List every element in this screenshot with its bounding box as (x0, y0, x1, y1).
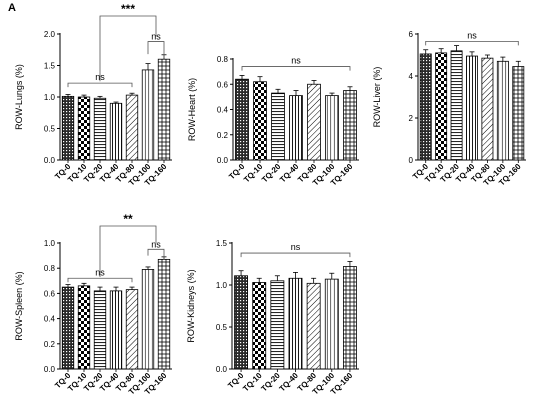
bar (77, 285, 91, 370)
y-tick-label: 0.2 (44, 340, 56, 349)
bar (125, 94, 139, 161)
y-tick-label: 1.0 (216, 281, 228, 290)
bar (234, 275, 249, 370)
bar (342, 266, 357, 370)
bar (343, 90, 357, 161)
significance-label: ** (123, 212, 133, 226)
panel-label: A (8, 2, 16, 14)
y-tick-label: 0 (409, 156, 414, 165)
y-tick-label: 0.4 (44, 315, 56, 324)
chart-4: ROW-Spleen (%)0.00.20.40.60.81.0TQ-0TQ-1… (14, 212, 172, 397)
bar (419, 53, 432, 161)
significance-label: ns (467, 30, 477, 40)
y-tick-label: 0.8 (44, 264, 56, 273)
bar (93, 290, 107, 370)
significance-label: ns (151, 239, 161, 249)
significance-bracket (67, 277, 133, 283)
bar (271, 92, 285, 161)
x-tick-label: TQ-40 (278, 162, 301, 185)
bar (481, 57, 494, 161)
bar (125, 289, 139, 370)
bar (288, 277, 303, 370)
significance-label: ns (291, 242, 301, 252)
bar (109, 102, 123, 161)
bar (252, 282, 267, 370)
y-tick-label: 6 (409, 30, 414, 39)
bar (512, 66, 525, 161)
bar (157, 258, 171, 370)
bar (61, 95, 75, 161)
x-tick-label: TQ-40 (278, 371, 301, 394)
y-axis-label: ROW-Liver (%) (372, 67, 382, 128)
y-axis-label: ROW-Lungs (%) (14, 64, 24, 130)
y-tick-label: 0.4 (217, 106, 229, 115)
bar (270, 280, 285, 370)
significance-bracket (147, 248, 165, 260)
bar (109, 290, 123, 370)
y-tick-label: 1.0 (44, 93, 56, 102)
significance-bracket (425, 40, 519, 46)
y-tick-label: 0.6 (44, 289, 56, 298)
bar (141, 69, 155, 161)
y-tick-label: 2 (409, 114, 414, 123)
y-axis-label: ROW-Heart (%) (187, 78, 197, 141)
bar (324, 278, 339, 370)
bar (325, 95, 339, 161)
significance-bracket (67, 82, 133, 88)
significance-bracket (147, 41, 165, 59)
x-tick-label: TQ-10 (241, 371, 264, 394)
significance-label: *** (121, 2, 135, 16)
y-tick-label: 0.0 (44, 156, 56, 165)
y-tick-label: 1.0 (44, 239, 56, 248)
bar (289, 95, 303, 161)
chart-3: ROW-Liver (%)0246TQ-0TQ-10TQ-20TQ-40TQ-8… (372, 30, 526, 188)
y-tick-label: 0.0 (217, 156, 229, 165)
significance-bracket (240, 252, 351, 258)
y-tick-label: 1.5 (216, 239, 228, 248)
significance-bracket (241, 66, 351, 71)
chart-1: ROW-Lungs (%)0.00.51.01.52.0TQ-0TQ-10TQ-… (14, 2, 172, 188)
x-tick-label: TQ-20 (260, 162, 283, 185)
y-tick-label: 0.6 (217, 80, 229, 89)
y-axis-label: ROW-Kidneys (%) (186, 269, 196, 342)
y-axis-label: ROW-Spleen (%) (14, 271, 24, 340)
significance-label: ns (151, 32, 161, 42)
y-tick-label: 2.0 (44, 30, 56, 39)
y-tick-label: 0.0 (216, 365, 228, 374)
bar (435, 52, 448, 161)
bar (61, 286, 75, 370)
bar (496, 60, 509, 161)
significance-label: ns (291, 56, 301, 66)
chart-5: ROW-Kidneys (%)0.00.51.01.5TQ-0TQ-10TQ-2… (186, 239, 359, 397)
bar (450, 50, 463, 161)
significance-bracket (99, 225, 157, 278)
y-tick-label: 0.8 (217, 55, 229, 64)
x-tick-label: TQ-20 (259, 371, 282, 394)
y-tick-label: 4 (409, 72, 414, 81)
bar (157, 58, 171, 161)
y-tick-label: 1.5 (44, 62, 56, 71)
bar (235, 78, 249, 161)
y-tick-label: 0.0 (44, 365, 56, 374)
significance-bracket (99, 15, 157, 82)
bar (306, 282, 321, 370)
bar (466, 55, 478, 161)
bar (93, 97, 107, 161)
bar (253, 81, 267, 161)
y-tick-label: 0.5 (44, 125, 56, 134)
y-tick-label: 0.5 (216, 323, 228, 332)
chart-2: ROW-Heart (%)0.00.20.40.60.8TQ-0TQ-10TQ-… (187, 55, 359, 188)
y-tick-label: 0.2 (217, 131, 229, 140)
bar (141, 269, 155, 370)
x-tick-label: TQ-10 (242, 162, 265, 185)
bar (307, 83, 321, 161)
bar (77, 96, 91, 161)
